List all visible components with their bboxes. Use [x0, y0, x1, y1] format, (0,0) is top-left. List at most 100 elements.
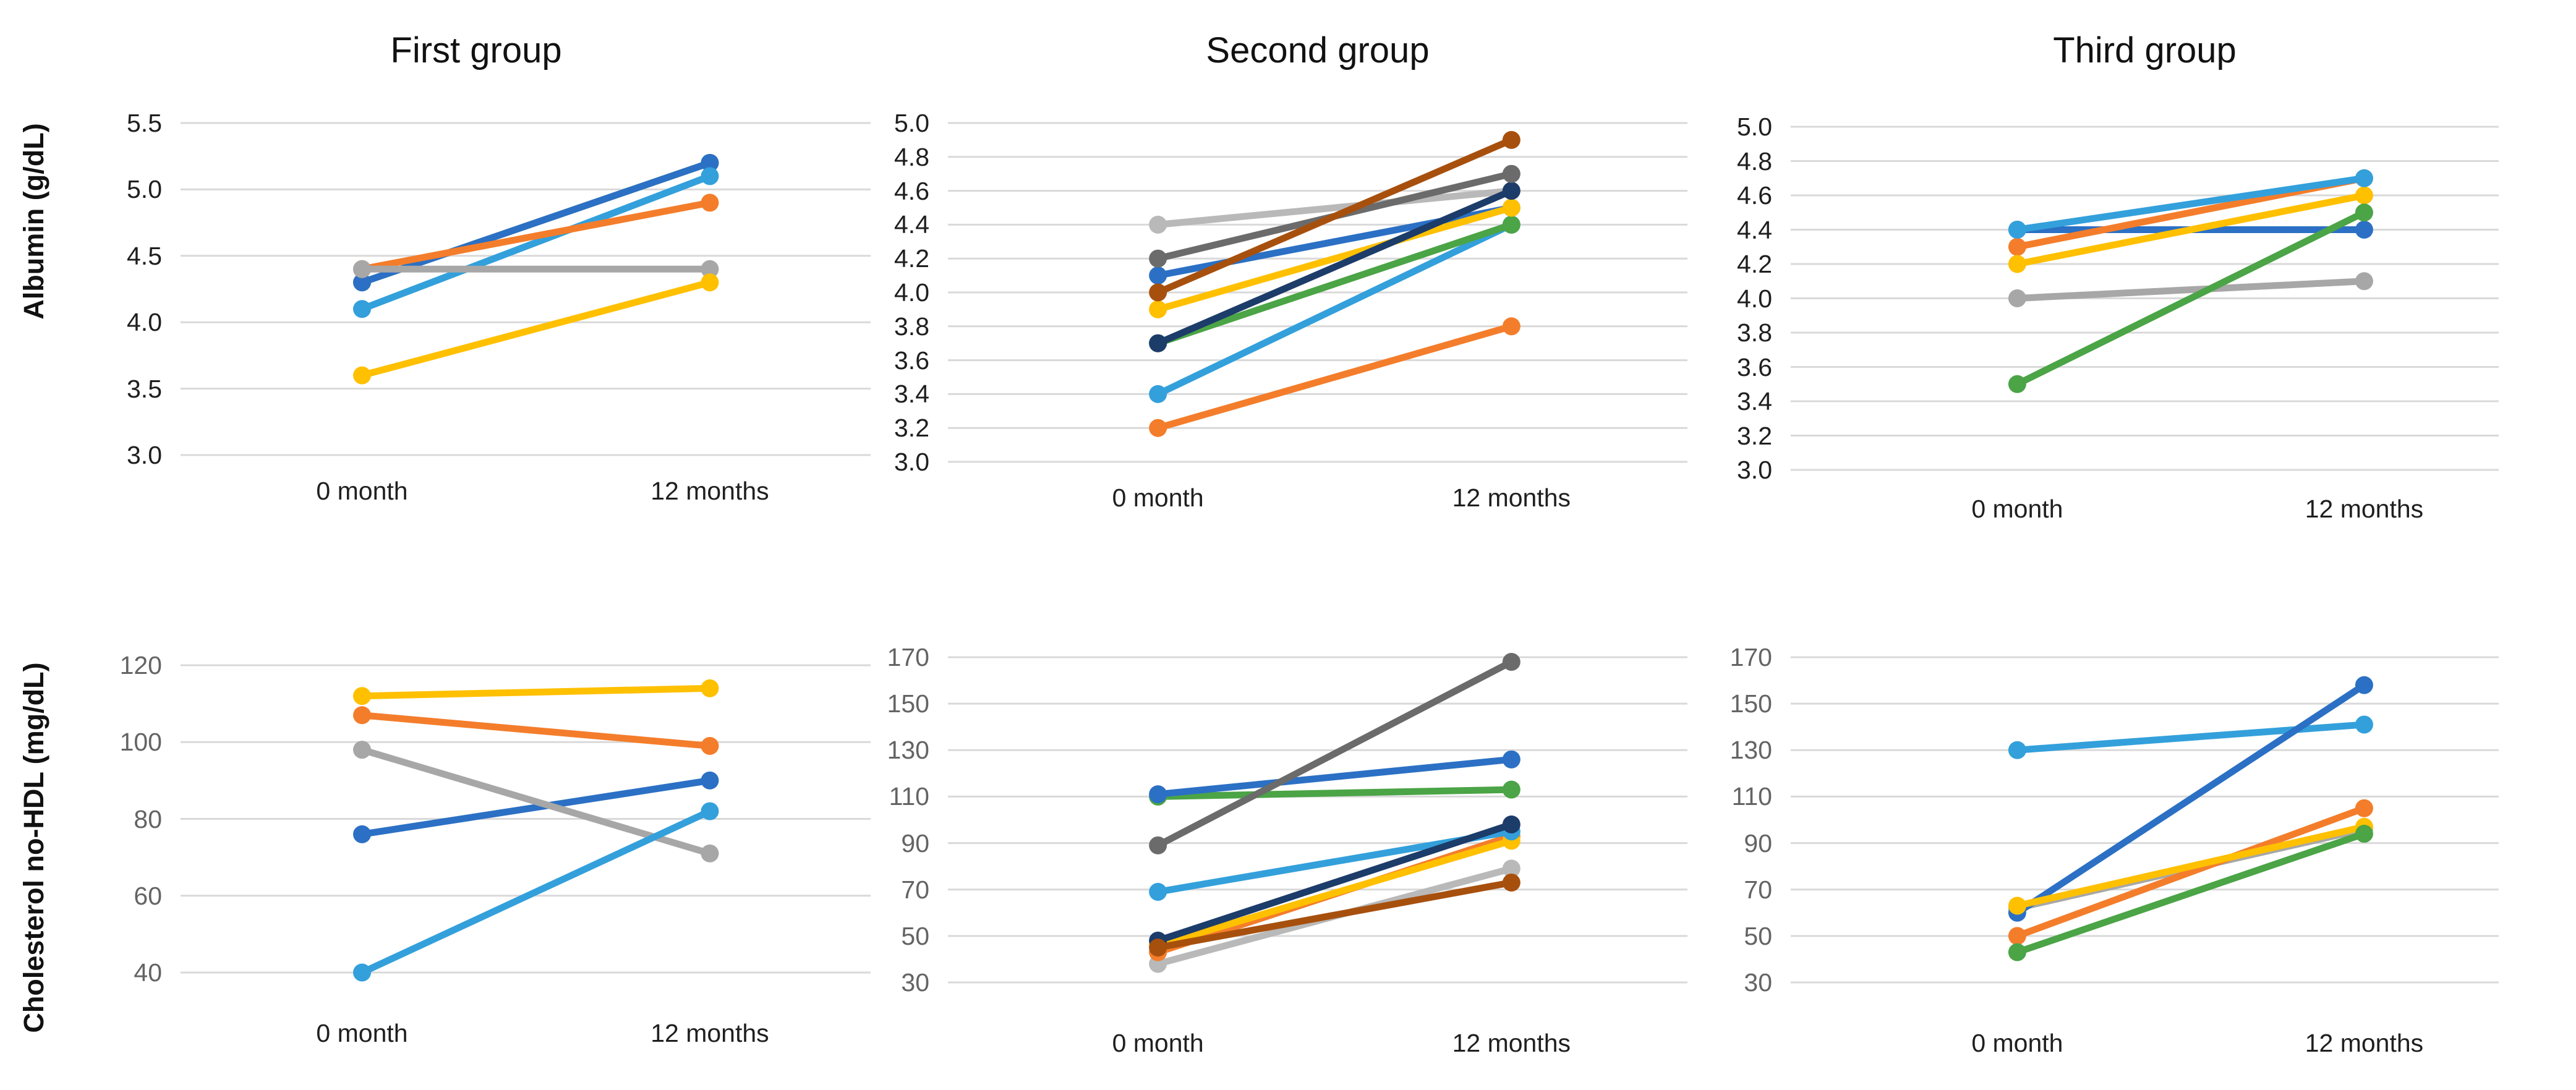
series-line-darkred — [1157, 879, 1512, 952]
series-line-green — [2016, 830, 2366, 956]
y-tick-label: 4.2 — [1737, 250, 1772, 278]
series-line-darkred — [1156, 137, 1513, 296]
x-axis-label: 12 months — [650, 1019, 769, 1047]
data-point-lightblue-0mo — [353, 963, 372, 982]
plot-area — [948, 653, 1687, 984]
data-point-yellow-12mo — [701, 273, 719, 292]
chart-cholesterol-second-group: 170 150 130 110 90 70 50 30 0 month 12 months — [887, 643, 1687, 1057]
data-point-green-12mo — [1502, 780, 1520, 799]
y-tick-label: 3.8 — [894, 312, 929, 341]
data-point-lightgray-12mo — [1502, 859, 1520, 878]
y-tick-label: 3.4 — [1737, 387, 1772, 415]
data-point-darkred-12mo — [1502, 130, 1520, 149]
data-point-lightblue-12mo — [701, 167, 719, 185]
data-point-gray-0mo — [353, 741, 372, 759]
y-tick-label: 150 — [1729, 689, 1772, 718]
data-point-navy-0mo — [1149, 334, 1167, 352]
data-point-blue-0mo — [353, 273, 372, 292]
y-tick-label: 3.8 — [1737, 318, 1772, 347]
x-axis-label: 12 months — [2305, 1029, 2424, 1057]
y-tick-label: 4.6 — [894, 176, 929, 205]
data-point-orange-0mo — [2008, 237, 2026, 256]
series-line-lightblue — [2016, 721, 2365, 754]
y-tick-label: 50 — [1744, 921, 1772, 950]
data-point-yellow-0mo — [2008, 255, 2026, 273]
data-point-orange-12mo — [701, 194, 719, 212]
data-point-gray-0mo — [353, 260, 372, 278]
y-tick-label: 40 — [134, 958, 162, 987]
data-point-yellow-0mo — [1149, 300, 1167, 318]
data-point-blue-12mo — [701, 771, 719, 790]
y-tick-label: 70 — [901, 875, 929, 904]
x-axis-label: 12 months — [1452, 1029, 1571, 1057]
x-axis-label: 12 months — [2305, 495, 2424, 523]
y-tick-label: 4.2 — [894, 244, 929, 273]
data-point-orange-0mo — [2008, 927, 2026, 945]
series-line-lightblue — [360, 808, 712, 976]
data-point-yellow-12mo — [701, 679, 719, 697]
y-tick-label: 3.0 — [894, 448, 929, 476]
series-line-lightblue — [1156, 221, 1513, 398]
x-axis-label: 0 month — [1971, 1029, 2063, 1057]
data-point-orange-0mo — [353, 706, 372, 725]
y-tick-label: 4.4 — [1737, 215, 1772, 244]
x-axis-label: 0 month — [1971, 495, 2063, 523]
data-point-yellow-0mo — [2008, 896, 2026, 915]
data-point-navy-12mo — [1502, 815, 1520, 834]
y-tick-label: 3.0 — [127, 441, 162, 469]
series-line-lightblue — [360, 172, 711, 312]
y-axis-title-cholesterol: Cholesterol no-HDL (mg/dL) — [18, 662, 49, 1033]
y-tick-label: 4.8 — [894, 142, 929, 171]
plot-area — [181, 122, 871, 456]
series-line-green — [1156, 221, 1513, 347]
series-line-green — [1158, 786, 1512, 800]
y-tick-label: 3.2 — [1737, 421, 1772, 450]
data-point-blue-0mo — [353, 825, 372, 843]
y-tick-label: 4.5 — [127, 241, 162, 270]
y-tick-label: 30 — [1744, 968, 1772, 997]
data-point-navy-12mo — [1502, 182, 1520, 200]
series-line-green — [2015, 209, 2366, 388]
data-point-lightblue-12mo — [701, 802, 719, 820]
x-axis-label: 12 months — [1452, 483, 1571, 512]
data-point-green-12mo — [2355, 825, 2373, 843]
series-line-yellow — [1157, 204, 1512, 313]
y-tick-label: 5.0 — [894, 109, 929, 137]
x-axis-label: 0 month — [1112, 1029, 1204, 1057]
series-line-yellow — [1157, 837, 1512, 949]
series-line-yellow — [2016, 192, 2365, 268]
data-point-lightgray-0mo — [1149, 215, 1167, 234]
y-tick-label: 4.8 — [1737, 147, 1772, 176]
data-point-yellow-0mo — [353, 687, 372, 705]
data-point-lightblue-12mo — [2355, 715, 2373, 734]
y-tick-label: 170 — [1729, 643, 1772, 671]
data-point-blue-12mo — [701, 153, 719, 172]
plot-area — [1791, 126, 2499, 471]
x-axis-label: 0 month — [1112, 483, 1204, 512]
data-point-darkgray-12mo — [1502, 164, 1520, 183]
data-point-yellow-12mo — [2355, 186, 2373, 205]
data-point-green-0mo — [2008, 943, 2026, 961]
series-line-blue — [1158, 756, 1512, 798]
series-line-navy — [1156, 821, 1513, 944]
data-point-darkred-0mo — [1149, 939, 1167, 957]
series-line-lightgray — [1158, 187, 1512, 228]
data-point-lightblue-0mo — [353, 300, 372, 318]
y-tick-label: 100 — [119, 728, 162, 757]
data-point-darkred-12mo — [1502, 873, 1520, 892]
x-axis-label: 0 month — [316, 477, 408, 505]
data-point-blue-12mo — [1502, 750, 1520, 769]
data-point-blue-0mo — [1149, 785, 1167, 804]
data-point-darkgray-12mo — [1502, 653, 1520, 671]
y-tick-label: 5.5 — [127, 109, 162, 137]
chart-albumin-first-group: 5.5 5.0 4.5 4.0 3.5 3.0 0 month 12 months — [127, 109, 871, 505]
y-tick-label: 3.4 — [894, 380, 929, 409]
y-tick-label: 4.0 — [127, 308, 162, 337]
series-line-orange — [361, 199, 711, 273]
data-point-yellow-0mo — [353, 366, 372, 385]
y-tick-label: 120 — [119, 651, 162, 679]
chart-albumin-third-group: 5.0 4.8 4.6 4.4 4.2 4.0 3.8 3.6 3.4 3.2 3.0 0 month… — [1737, 113, 2499, 523]
series-line-blue — [361, 777, 710, 838]
y-tick-label: 3.6 — [894, 346, 929, 375]
data-point-lightblue-0mo — [1149, 385, 1167, 403]
